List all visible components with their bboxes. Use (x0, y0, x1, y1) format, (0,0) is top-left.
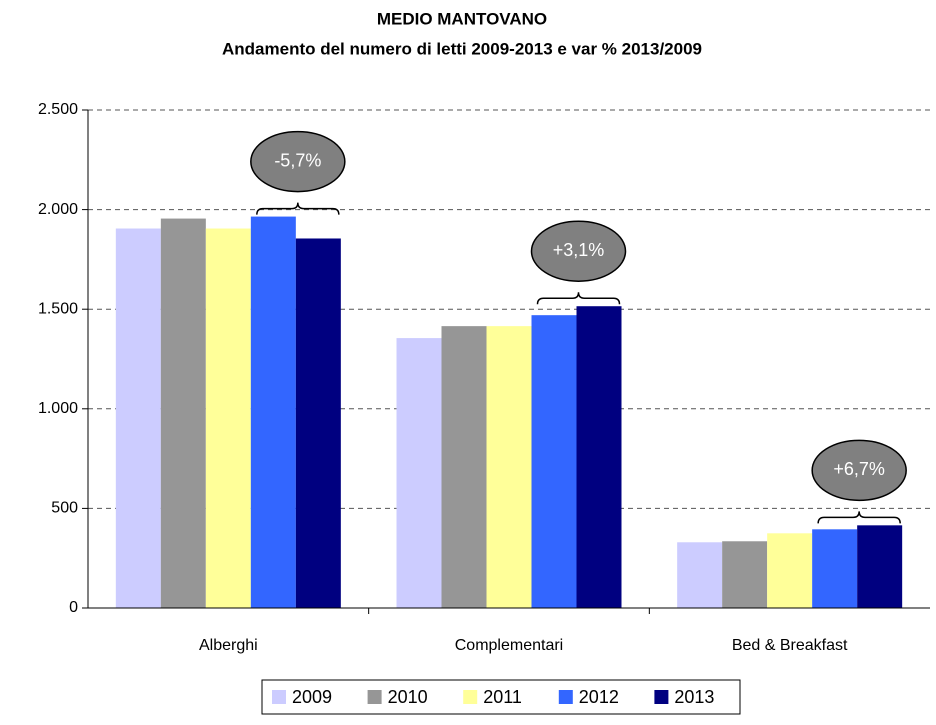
y-tick-label: 2.000 (38, 201, 78, 218)
bar (396, 338, 442, 608)
bar (250, 216, 296, 608)
annotation: +3,1% (553, 240, 605, 260)
chart-subtitle: Andamento del numero di letti 2009-2013 … (222, 39, 702, 58)
bracket (817, 511, 901, 524)
legend-swatch (463, 690, 478, 704)
legend-label: 2010 (388, 687, 428, 707)
y-tick-label: 1.500 (38, 300, 78, 317)
bar (205, 228, 251, 609)
bar (531, 315, 577, 608)
bracket (536, 292, 621, 305)
legend-label: 2012 (579, 687, 619, 707)
annotation: +6,7% (833, 459, 885, 479)
annotation-bubble (250, 130, 346, 193)
x-tick-label: Complementari (455, 637, 563, 654)
legend-swatch (654, 690, 669, 704)
bar (812, 529, 858, 608)
y-tick-label: 0 (69, 599, 78, 616)
annotation-bubble (530, 220, 627, 282)
bar (295, 238, 341, 608)
legend-swatch (272, 690, 286, 704)
bar (677, 542, 723, 608)
annotation: -5,7% (274, 150, 321, 170)
bar (857, 525, 903, 608)
bar (441, 326, 487, 608)
y-tick-label: 500 (51, 500, 78, 517)
legend-label: 2011 (483, 687, 522, 707)
bar (486, 326, 532, 608)
legend-label: 2013 (674, 687, 714, 707)
y-tick-label: 1.000 (38, 400, 78, 417)
bar (115, 228, 161, 609)
legend-swatch (367, 690, 382, 704)
legend-swatch (558, 690, 573, 704)
x-tick-label: Alberghi (199, 637, 258, 654)
bar (160, 218, 206, 608)
bar (576, 306, 622, 608)
chart-title: MEDIO MANTOVANO (377, 9, 547, 28)
bracket (256, 202, 340, 215)
bar (767, 533, 813, 608)
bar (722, 541, 768, 608)
annotation-bubble (811, 439, 907, 502)
y-tick-label: 2.500 (38, 101, 78, 118)
legend-label: 2009 (292, 687, 332, 707)
x-tick-label: Bed & Breakfast (732, 637, 848, 654)
